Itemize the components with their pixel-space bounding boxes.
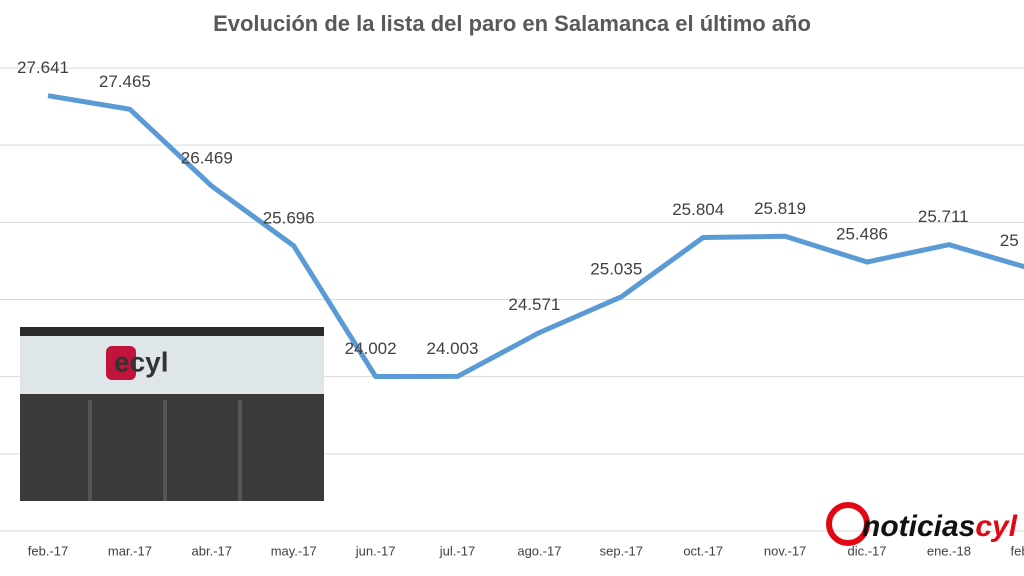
data-label: 27.641 <box>17 58 69 77</box>
photo-logo <box>106 346 136 380</box>
x-tick-label: jul.-17 <box>439 543 475 558</box>
photo-sign: ecyl <box>114 346 169 377</box>
logo-circle <box>826 502 870 546</box>
x-tick-label: abr.-17 <box>192 543 232 558</box>
chart-title: Evolución de la lista del paro en Salama… <box>213 11 811 36</box>
photo-sign-band <box>20 336 324 394</box>
data-label: 25.819 <box>754 199 806 218</box>
data-label: 24.571 <box>508 295 560 314</box>
data-label: 24.003 <box>427 339 479 358</box>
data-label: 25.711 <box>918 207 969 226</box>
x-tick-label: nov.-17 <box>764 543 806 558</box>
data-label: 25 <box>1000 231 1019 250</box>
logo-text: noticiascyl <box>862 510 1018 543</box>
data-label: 25.696 <box>263 208 315 227</box>
x-tick-label: jun.-17 <box>355 543 396 558</box>
x-tick-label: feb.-17 <box>28 543 68 558</box>
plot: feb.-17 mar.-17 abr.-17 may.-17 jun.-17 jul.-… <box>17 58 1024 558</box>
x-tick-label: may.-17 <box>271 543 317 558</box>
x-tick-label: ene.-18 <box>927 543 971 558</box>
photo: ecyl <box>20 327 324 501</box>
logo: noticiascyl <box>826 502 1018 546</box>
x-tick-label: feb.-18 <box>1011 543 1024 558</box>
series-line <box>47 93 1024 380</box>
logo-part: noticias <box>862 510 975 543</box>
data-label: 25.804 <box>672 200 724 219</box>
x-tick-label: ago.-17 <box>517 543 561 558</box>
photo-door <box>20 394 324 501</box>
logo-part: cyl <box>975 510 1017 543</box>
data-label: 27.465 <box>99 72 151 91</box>
data-label: 26.469 <box>181 149 233 168</box>
x-tick-label: mar.-17 <box>108 543 152 558</box>
x-tick-label: dic.-17 <box>847 543 886 558</box>
data-label: 25.035 <box>590 259 642 278</box>
x-tick-label: oct.-17 <box>683 543 723 558</box>
data-label: 25.486 <box>836 224 888 243</box>
data-label: 24.002 <box>345 339 397 358</box>
x-tick-label: sep.-17 <box>600 543 643 558</box>
